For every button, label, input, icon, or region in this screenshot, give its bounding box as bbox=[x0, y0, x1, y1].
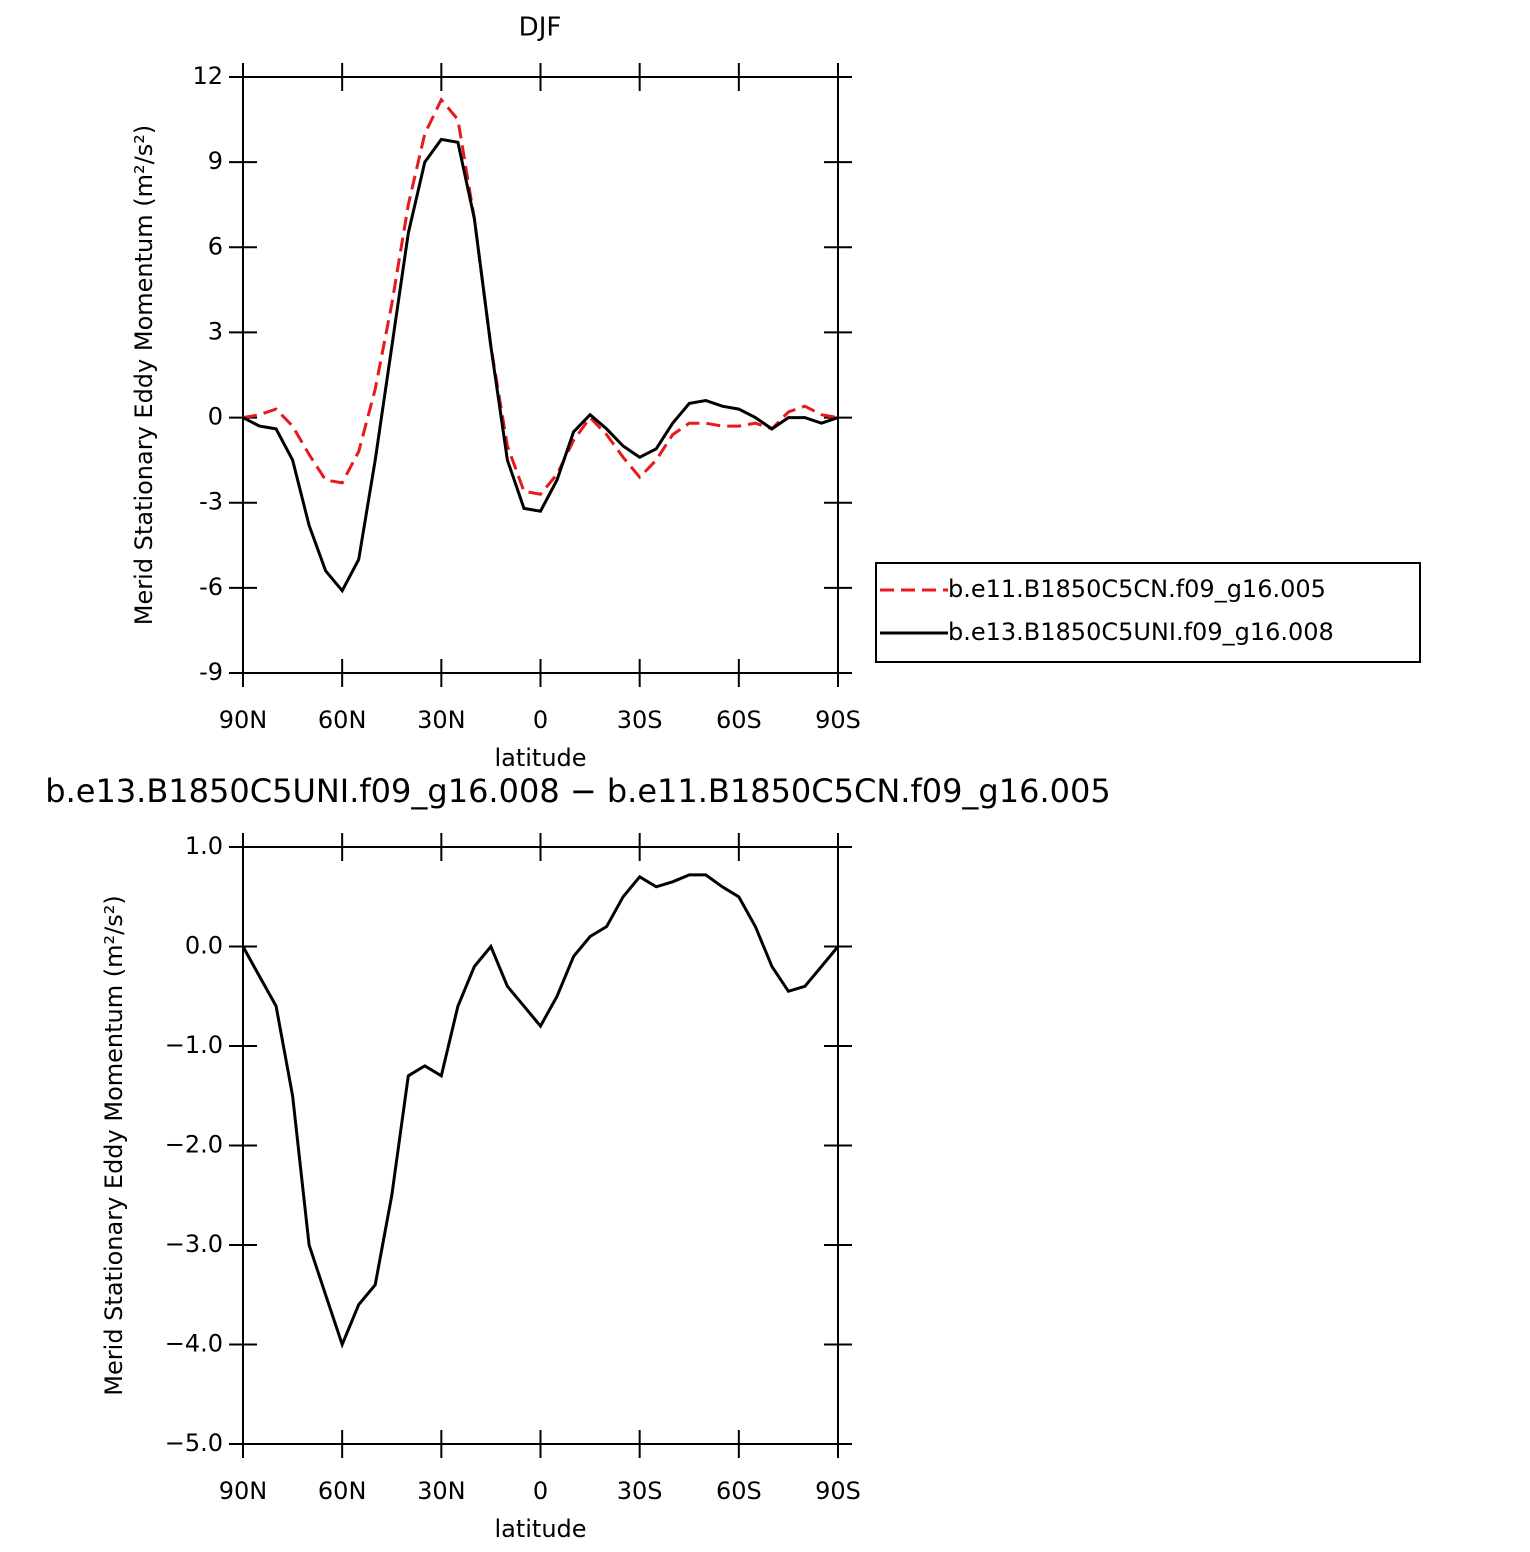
x-tick-label: 60S bbox=[716, 1477, 762, 1505]
x-tick-label: 90N bbox=[219, 1477, 268, 1505]
legend-label: b.e13.B1850C5UNI.f09_g16.008 bbox=[948, 618, 1334, 646]
x-tick-label: 30N bbox=[417, 706, 466, 734]
y-tick-label: −5.0 bbox=[165, 1429, 223, 1457]
legend-label: b.e11.B1850C5CN.f09_g16.005 bbox=[948, 575, 1326, 603]
x-tick-label: 30S bbox=[617, 706, 663, 734]
y-tick-label: −2.0 bbox=[165, 1131, 223, 1159]
data-line bbox=[242, 137, 839, 594]
plot-frame bbox=[242, 846, 839, 1445]
y-tick-label: 0 bbox=[208, 403, 223, 431]
y-tick-label: −1.0 bbox=[165, 1031, 223, 1059]
x-axis-label: latitude bbox=[494, 744, 586, 772]
y-tick-label: -9 bbox=[199, 658, 223, 686]
x-tick-label: 60N bbox=[318, 1477, 367, 1505]
x-tick-label: 90S bbox=[815, 1477, 861, 1505]
x-axis-label: latitude bbox=[494, 1515, 586, 1543]
x-tick-label: 90N bbox=[219, 706, 268, 734]
y-tick-label: 3 bbox=[208, 317, 223, 345]
y-tick-label: 1.0 bbox=[185, 832, 223, 860]
x-tick-label: 0 bbox=[533, 706, 548, 734]
y-tick-label: 0.0 bbox=[185, 932, 223, 960]
y-axis-label: Merid Stationary Eddy Momentum (m²/s²) bbox=[100, 895, 128, 1395]
y-tick-label: −3.0 bbox=[165, 1230, 223, 1258]
y-tick-label: −4.0 bbox=[165, 1330, 223, 1358]
y-tick-label: -3 bbox=[199, 488, 223, 516]
y-axis-label: Merid Stationary Eddy Momentum (m²/s²) bbox=[130, 125, 158, 625]
x-tick-label: 60S bbox=[716, 706, 762, 734]
x-tick-label: 0 bbox=[533, 1477, 548, 1505]
x-tick-label: 60N bbox=[318, 706, 367, 734]
legend-box bbox=[875, 562, 1421, 663]
y-tick-label: -6 bbox=[199, 573, 223, 601]
y-tick-label: 12 bbox=[192, 62, 223, 90]
data-line bbox=[242, 96, 839, 496]
chart-title: b.e13.B1850C5UNI.f09_g16.008 − b.e11.B18… bbox=[45, 772, 1110, 810]
data-line bbox=[241, 873, 840, 1349]
x-tick-label: 30N bbox=[417, 1477, 466, 1505]
y-tick-label: 9 bbox=[208, 147, 223, 175]
plot-frame bbox=[242, 76, 839, 674]
chart-title: DJF bbox=[519, 13, 562, 43]
x-tick-label: 30S bbox=[617, 1477, 663, 1505]
y-tick-label: 6 bbox=[208, 232, 223, 260]
x-tick-label: 90S bbox=[815, 706, 861, 734]
